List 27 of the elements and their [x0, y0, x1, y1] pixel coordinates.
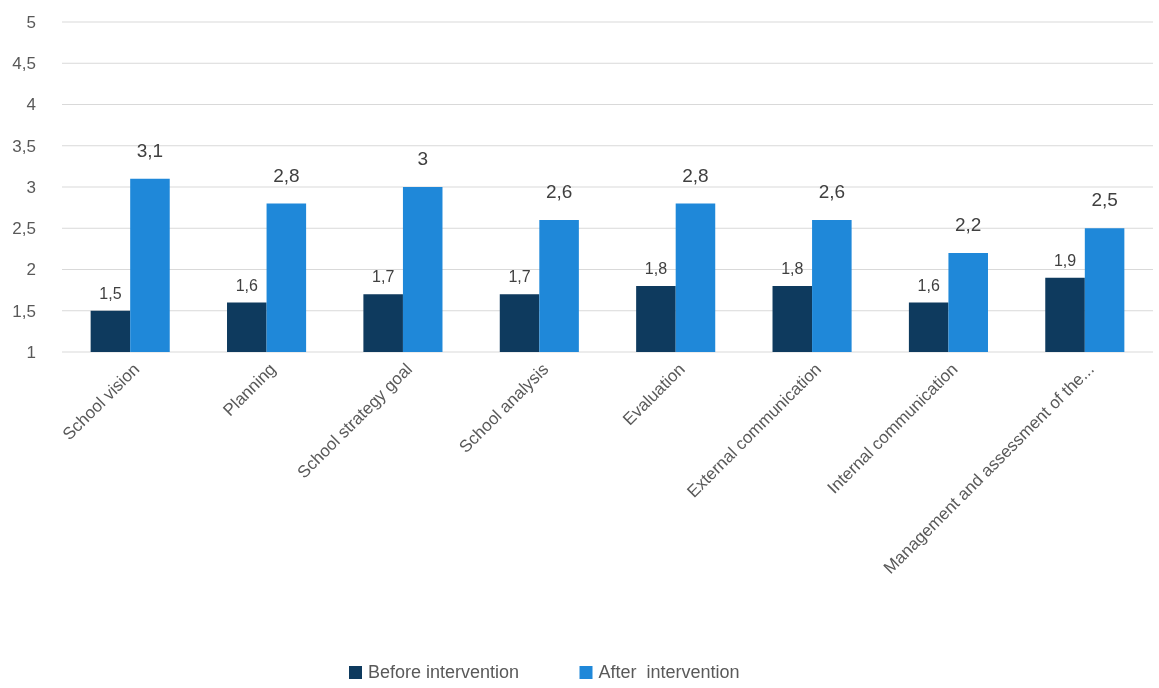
data-label: 2,8: [682, 164, 709, 186]
y-tick-label: 3,5: [12, 136, 36, 156]
data-label: 1,7: [372, 268, 395, 286]
data-label: 2,8: [273, 164, 300, 186]
y-tick-label: 1: [26, 342, 36, 362]
y-tick-label: 5: [26, 12, 36, 32]
data-label: 1,6: [917, 276, 940, 294]
data-label: 3: [417, 148, 428, 169]
data-label: 3,1: [136, 139, 164, 161]
y-tick-label: 4: [26, 95, 36, 115]
data-label: 2,5: [1091, 189, 1118, 211]
data-label: 2,6: [818, 181, 846, 202]
data-label: 1,8: [644, 260, 668, 277]
legend-label: After intervention: [598, 662, 740, 682]
data-label: 2,2: [955, 214, 982, 235]
y-tick-label: 3: [26, 177, 36, 197]
data-label: 1,8: [781, 260, 804, 277]
data-label: 2,6: [545, 181, 573, 202]
data-label: 1,7: [508, 268, 531, 286]
y-tick-label: 2,5: [12, 219, 36, 239]
legend-label: Before intervention: [368, 662, 520, 682]
data-label: 1,6: [235, 276, 259, 294]
y-tick-label: 2: [26, 260, 36, 280]
y-tick-label: 1,5: [12, 301, 36, 321]
y-tick-label: 4,5: [12, 54, 36, 74]
data-label: 1,9: [1053, 251, 1077, 269]
data-label: 1,5: [99, 284, 122, 302]
